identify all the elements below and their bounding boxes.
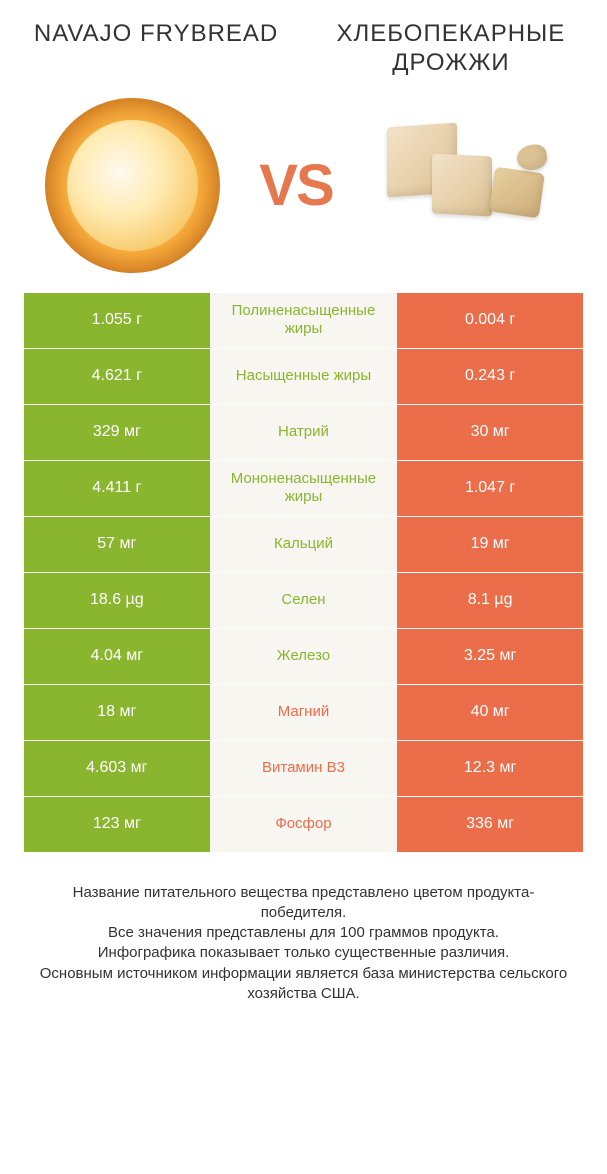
left-value: 18.6 µg bbox=[24, 573, 211, 628]
footer-line: Инфографика показывает только существенн… bbox=[30, 943, 577, 963]
nutrient-label: Витамин B3 bbox=[210, 741, 397, 796]
table-row: 329 мгНатрий30 мг bbox=[24, 405, 584, 461]
nutrient-label: Фосфор bbox=[210, 797, 397, 852]
table-row: 18.6 µgСелен8.1 µg bbox=[24, 573, 584, 629]
nutrient-label: Полиненасыщенные жиры bbox=[210, 293, 397, 348]
right-value: 0.243 г bbox=[397, 349, 584, 404]
right-value: 336 мг bbox=[397, 797, 584, 852]
left-value: 57 мг bbox=[24, 517, 211, 572]
footer-notes: Название питательного вещества представл… bbox=[0, 853, 607, 1005]
vs-label: VS bbox=[259, 152, 332, 219]
left-value: 329 мг bbox=[24, 405, 211, 460]
nutrient-label: Насыщенные жиры bbox=[210, 349, 397, 404]
left-value: 123 мг bbox=[24, 797, 211, 852]
images-row: VS bbox=[0, 88, 607, 293]
right-product-title: ХЛЕБОПЕКАРНЫЕ ДРОЖЖИ bbox=[315, 20, 587, 78]
left-product-title: NAVAJO FRYBREAD bbox=[20, 20, 292, 78]
left-value: 4.621 г bbox=[24, 349, 211, 404]
header: NAVAJO FRYBREAD ХЛЕБОПЕКАРНЫЕ ДРОЖЖИ bbox=[0, 0, 607, 88]
right-value: 12.3 мг bbox=[397, 741, 584, 796]
right-value: 8.1 µg bbox=[397, 573, 584, 628]
table-row: 4.603 мгВитамин B312.3 мг bbox=[24, 741, 584, 797]
comparison-table: 1.055 гПолиненасыщенные жиры0.004 г4.621… bbox=[24, 293, 584, 853]
footer-line: Все значения представлены для 100 граммо… bbox=[30, 923, 577, 943]
table-row: 4.411 гМононенасыщенные жиры1.047 г bbox=[24, 461, 584, 517]
left-value: 4.411 г bbox=[24, 461, 211, 516]
nutrient-label: Кальций bbox=[210, 517, 397, 572]
left-value: 4.603 мг bbox=[24, 741, 211, 796]
right-value: 0.004 г bbox=[397, 293, 584, 348]
footer-line: Основным источником информации является … bbox=[30, 964, 577, 1005]
right-value: 30 мг bbox=[397, 405, 584, 460]
table-row: 57 мгКальций19 мг bbox=[24, 517, 584, 573]
nutrient-label: Магний bbox=[210, 685, 397, 740]
left-value: 1.055 г bbox=[24, 293, 211, 348]
nutrient-label: Селен bbox=[210, 573, 397, 628]
table-row: 4.621 гНасыщенные жиры0.243 г bbox=[24, 349, 584, 405]
right-value: 19 мг bbox=[397, 517, 584, 572]
left-value: 18 мг bbox=[24, 685, 211, 740]
left-value: 4.04 мг bbox=[24, 629, 211, 684]
right-value: 3.25 мг bbox=[397, 629, 584, 684]
nutrient-label: Натрий bbox=[210, 405, 397, 460]
yeast-image bbox=[372, 115, 562, 255]
nutrient-label: Мононенасыщенные жиры bbox=[210, 461, 397, 516]
nutrient-label: Железо bbox=[210, 629, 397, 684]
right-value: 40 мг bbox=[397, 685, 584, 740]
table-row: 123 мгФосфор336 мг bbox=[24, 797, 584, 853]
frybread-image bbox=[45, 98, 220, 273]
table-row: 18 мгМагний40 мг bbox=[24, 685, 584, 741]
footer-line: Название питательного вещества представл… bbox=[30, 883, 577, 924]
table-row: 4.04 мгЖелезо3.25 мг bbox=[24, 629, 584, 685]
table-row: 1.055 гПолиненасыщенные жиры0.004 г bbox=[24, 293, 584, 349]
right-value: 1.047 г bbox=[397, 461, 584, 516]
